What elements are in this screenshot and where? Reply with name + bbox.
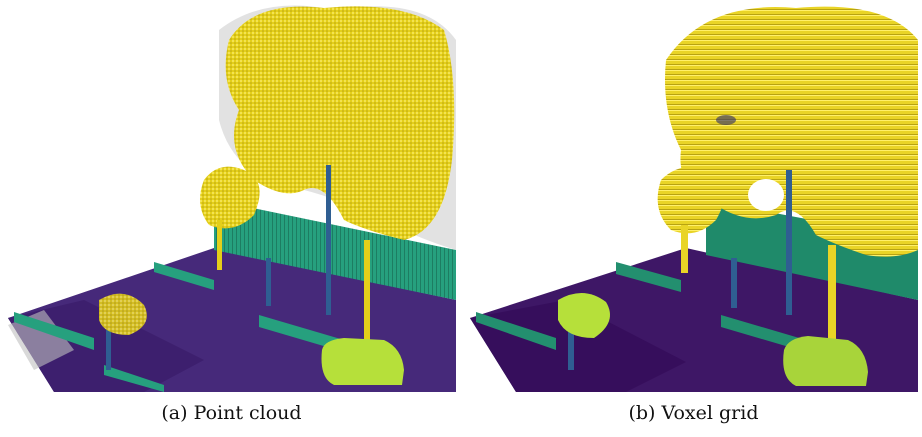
tree-trunk	[681, 225, 688, 273]
voxel-grid-scene	[466, 0, 921, 392]
tree-canopy	[226, 6, 455, 240]
pole	[266, 258, 271, 306]
caption-point-cloud: (a) Point cloud	[4, 402, 459, 424]
point-cloud-image	[4, 0, 459, 392]
pole	[106, 330, 111, 370]
tree-trunk	[364, 240, 370, 345]
pole	[731, 258, 737, 308]
voxel-grid-image	[466, 0, 921, 392]
caption-voxel-grid: (b) Voxel grid	[466, 402, 921, 424]
car	[322, 338, 405, 385]
tree-trunk	[828, 245, 836, 345]
tree-trunk	[217, 220, 222, 270]
light-pole	[786, 170, 792, 315]
pole	[568, 330, 574, 370]
canopy-gap	[748, 179, 784, 211]
point-cloud-scene	[4, 0, 459, 392]
canopy-gap	[716, 115, 736, 125]
light-pole	[326, 165, 331, 315]
